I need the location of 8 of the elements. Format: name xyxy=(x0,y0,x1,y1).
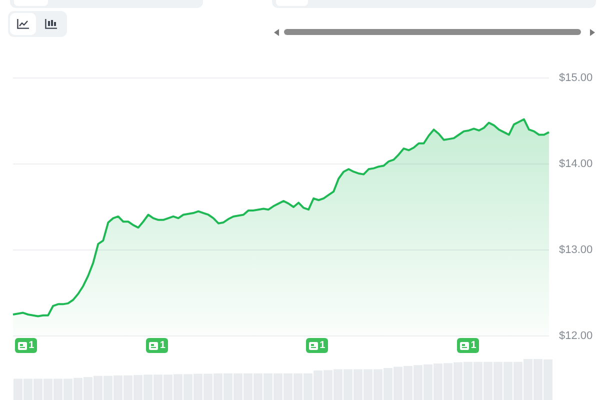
news-badge: 1 xyxy=(146,338,168,353)
news-badge: 1 xyxy=(306,338,328,353)
news-badge: 1 xyxy=(457,338,480,353)
y-tick-label: $12.00 xyxy=(559,330,593,342)
y-tick-label: $14.00 xyxy=(559,158,593,170)
news-badge: 1 xyxy=(14,338,37,353)
y-tick-label: $15.00 xyxy=(559,72,593,84)
y-tick-label: $13.00 xyxy=(559,244,593,256)
